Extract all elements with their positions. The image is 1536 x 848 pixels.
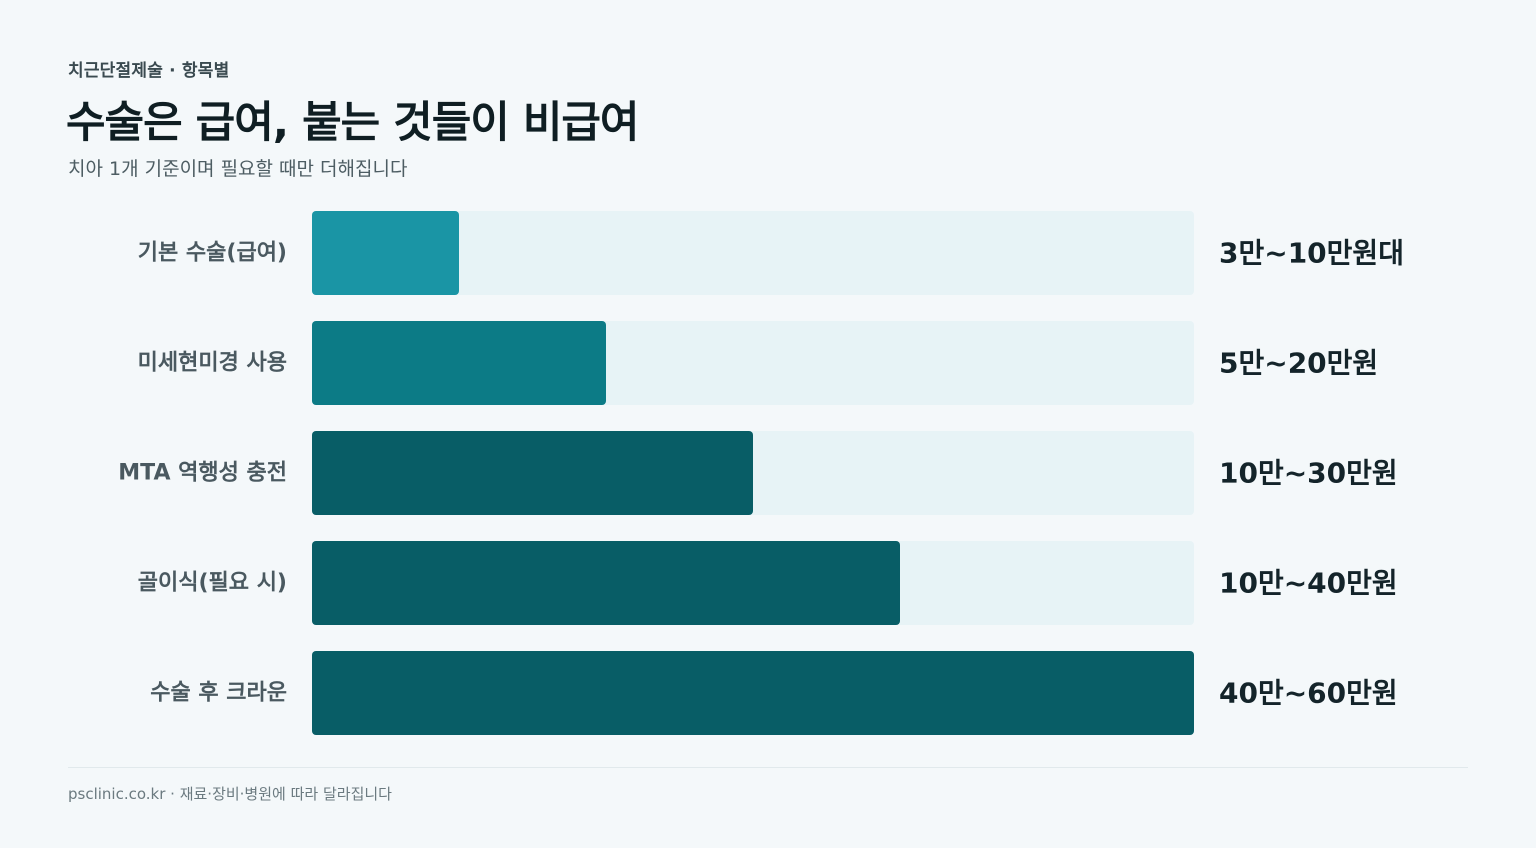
bar-2 <box>312 321 606 405</box>
value-label: 10만~30만원 <box>1219 457 1398 490</box>
category-label: MTA 역행성 충전 <box>118 461 287 486</box>
category-label: 수술 후 크라운 <box>150 681 287 706</box>
footer-divider <box>68 767 1468 768</box>
value-label: 10만~40만원 <box>1219 567 1398 600</box>
value-label: 40만~60만원 <box>1219 677 1398 710</box>
category-label: 골이식(필요 시) <box>138 571 287 596</box>
bar-1 <box>312 211 459 295</box>
value-label: 3만~10만원대 <box>1219 237 1404 270</box>
bar-track <box>312 211 1194 295</box>
bar-3 <box>312 431 753 515</box>
chart-eyebrow: 치근단절제술 · 항목별 <box>68 61 230 81</box>
chart-subtitle: 치아 1개 기준이며 필요할 때만 더해집니다 <box>68 158 408 180</box>
value-label: 5만~20만원 <box>1219 347 1378 380</box>
chart-title: 수술은 급여, 붙는 것들이 비급여 <box>66 98 639 148</box>
category-label: 기본 수술(급여) <box>138 241 287 266</box>
bar-5 <box>312 651 1194 735</box>
footer-note: psclinic.co.kr · 재료·장비·병원에 따라 달라집니다 <box>68 785 392 803</box>
bar-4 <box>312 541 900 625</box>
category-label: 미세현미경 사용 <box>138 351 287 376</box>
